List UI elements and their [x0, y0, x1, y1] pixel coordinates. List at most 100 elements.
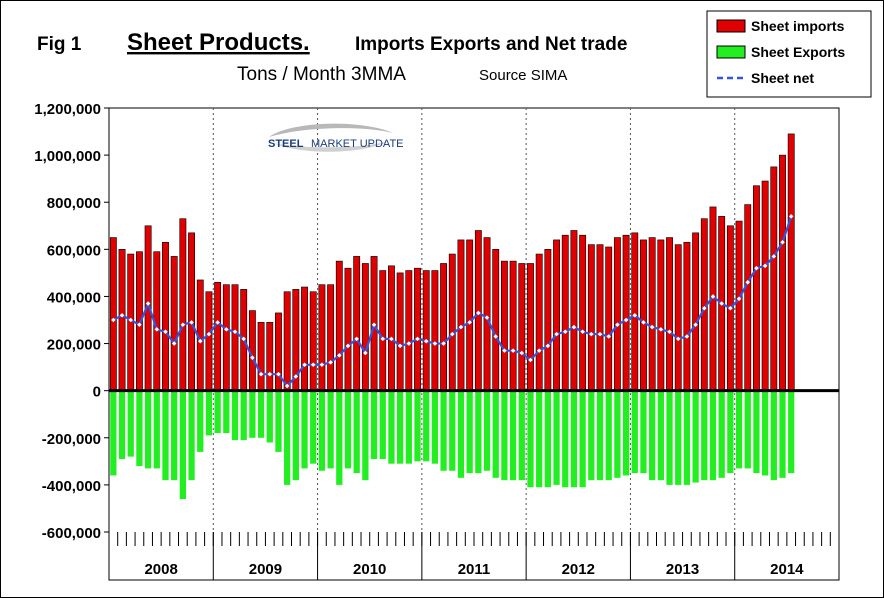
exports-bar	[753, 390, 760, 474]
exports-bar	[640, 390, 647, 474]
net-point	[702, 305, 707, 311]
exports-bar	[153, 390, 160, 469]
exports-bar	[605, 390, 612, 481]
net-point	[389, 336, 394, 342]
exports-bar	[353, 390, 360, 474]
exports-bar	[423, 390, 430, 462]
exports-bar	[735, 390, 743, 469]
net-point	[154, 327, 160, 332]
net-point	[658, 327, 664, 332]
imports-bar	[492, 249, 500, 391]
logo-swoosh-icon	[269, 123, 393, 152]
imports-bars	[109, 133, 795, 391]
imports-bar	[231, 284, 239, 391]
exports-bar	[527, 390, 534, 488]
net-point	[450, 331, 455, 337]
net-point	[406, 341, 412, 346]
exports-bar	[171, 390, 178, 481]
net-point	[589, 331, 594, 337]
imports-bar	[327, 284, 335, 391]
net-point	[623, 317, 629, 323]
exports-bar	[657, 390, 664, 481]
logo-text-rest: MARKET UPDATE	[311, 138, 404, 150]
legend-imports-swatch	[716, 19, 746, 33]
net-point	[510, 348, 516, 353]
exports-bar	[579, 390, 586, 488]
imports-bar	[570, 230, 578, 391]
exports-bar	[631, 390, 638, 474]
net-point	[736, 296, 742, 302]
legend: Sheet imports Sheet Exports Sheet net	[706, 10, 872, 98]
exports-bar	[414, 390, 421, 462]
x-year-label: 2012	[562, 561, 595, 578]
legend-exports-swatch	[716, 45, 746, 59]
net-point	[528, 357, 533, 363]
net-point	[337, 353, 342, 358]
net-line-series	[111, 214, 794, 389]
net-point	[728, 305, 733, 311]
x-year-label: 2008	[144, 561, 177, 578]
imports-bar	[162, 241, 169, 391]
imports-bar	[613, 237, 621, 391]
exports-bar	[301, 390, 308, 469]
legend-net-label: Sheet net	[751, 70, 814, 86]
exports-bar	[562, 390, 569, 488]
y-tick-label: -400,000	[42, 478, 101, 495]
y-tick-label: -200,000	[42, 431, 101, 448]
y-tick-label: 200,000	[47, 337, 101, 354]
logo-text-steel: STEEL	[268, 138, 304, 150]
x-year-label: 2014	[770, 561, 804, 578]
net-point	[441, 341, 446, 346]
imports-bar	[170, 256, 178, 391]
net-point	[293, 374, 299, 379]
imports-bar	[266, 322, 274, 391]
plot-border	[108, 107, 840, 581]
exports-bar	[223, 390, 230, 434]
imports-bar	[683, 241, 691, 391]
exports-bar	[440, 390, 447, 471]
imports-bar	[457, 239, 465, 391]
imports-bar	[666, 237, 673, 391]
exports-bar	[275, 390, 282, 452]
y-tick-label: 1,200,000	[34, 101, 101, 118]
net-point	[163, 329, 168, 335]
imports-bar	[787, 133, 795, 391]
net-point	[597, 331, 603, 337]
y-tick-label: 400,000	[47, 289, 101, 306]
imports-bar	[118, 249, 126, 391]
exports-bar	[762, 390, 769, 476]
chart-subtitle: Tons / Month 3MMA	[237, 64, 406, 85]
net-point	[145, 301, 151, 306]
plot-area: -600,000 -400,000 -200,000 0 200,000 400,000 6…	[34, 101, 840, 581]
exports-bar	[727, 390, 734, 474]
imports-bar	[753, 185, 760, 391]
exports-bar	[370, 390, 378, 459]
exports-bar	[118, 390, 126, 459]
imports-bar	[405, 270, 413, 391]
net-point	[719, 301, 724, 306]
exports-bar	[362, 390, 369, 481]
exports-bar	[214, 390, 221, 434]
imports-bar	[109, 237, 117, 391]
imports-bar	[309, 291, 317, 391]
net-point	[754, 265, 759, 271]
net-point	[267, 371, 273, 377]
x-year-label: 2013	[666, 561, 699, 578]
exports-bar	[336, 390, 343, 485]
net-point	[137, 322, 142, 327]
x-year-label: 2011	[458, 561, 491, 578]
imports-bar	[318, 284, 326, 391]
imports-bar	[640, 239, 647, 391]
net-point	[632, 313, 638, 318]
net-point	[354, 336, 359, 342]
y-tick-label: 600,000	[47, 242, 101, 259]
net-point	[284, 383, 290, 389]
year-gridlines	[212, 108, 736, 532]
exports-bar	[257, 390, 265, 438]
imports-bar	[214, 282, 222, 391]
net-point	[197, 338, 203, 344]
net-point	[519, 350, 525, 356]
y-axis: -600,000 -400,000 -200,000 0 200,000 400,000 6…	[34, 101, 109, 542]
legend-imports-label: Sheet imports	[751, 18, 845, 34]
x-year-label: 2010	[353, 561, 386, 578]
